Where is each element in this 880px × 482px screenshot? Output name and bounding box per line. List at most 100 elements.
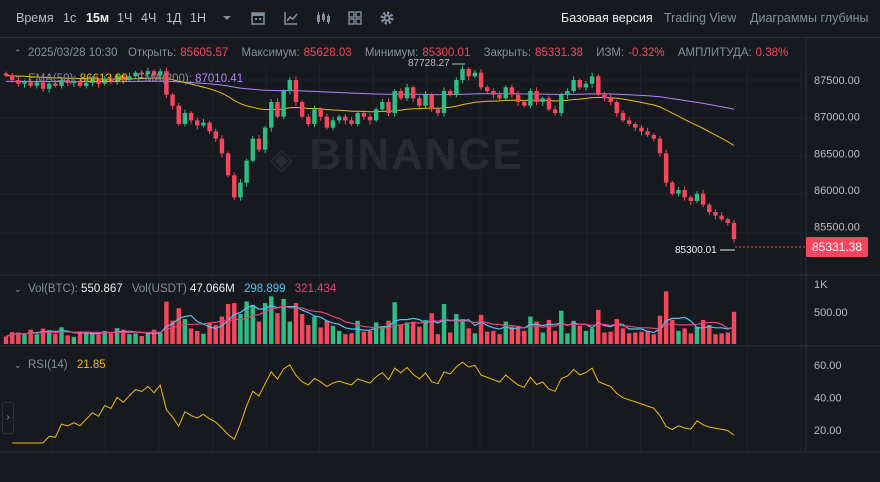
price-axis-label: 86500.00: [814, 148, 860, 160]
interval-1w[interactable]: 1Н: [190, 11, 206, 25]
candle-body: [608, 98, 613, 102]
amplitude-value: 0.38%: [755, 47, 789, 59]
view-basic[interactable]: Базовая версия: [561, 11, 653, 25]
volume-bar: [441, 303, 447, 344]
rsi-axis-label: 60.00: [814, 360, 842, 372]
volume-bar: [491, 330, 496, 344]
candle-body: [670, 182, 675, 194]
volume-chevron-icon[interactable]: ⌄: [14, 284, 22, 294]
volume-bar: [670, 319, 675, 344]
candle-body: [207, 122, 212, 132]
candle-body: [139, 72, 144, 75]
candle-body: [219, 138, 225, 154]
volume-bar: [596, 309, 601, 344]
volume-bar: [454, 314, 459, 344]
open-value: 85605.57: [180, 47, 229, 59]
rsi-label: RSI(14): [28, 359, 68, 371]
candle-body: [34, 82, 40, 86]
vol-ma1-path: [5, 304, 735, 338]
calendar-icon[interactable]: [250, 10, 266, 26]
candle-body: [688, 197, 694, 201]
volume-bar: [102, 331, 107, 344]
candle-body: [731, 223, 737, 240]
price-axis-label: 87500.00: [814, 75, 860, 87]
volume-bar: [9, 332, 15, 344]
candle-body: [65, 80, 70, 83]
open-label: Открыть:: [127, 47, 177, 59]
price-chart[interactable]: 87500.00 87000.00 86500.00 86000.00 85500.00…: [0, 38, 880, 454]
volume-bar: [133, 333, 138, 344]
volume-bar: [589, 328, 595, 344]
ema-chevron-icon[interactable]: ⌃: [14, 74, 22, 84]
interval-1d[interactable]: 1Д: [166, 11, 182, 25]
rsi-legend: ⌄ RSI(14) 21.85: [14, 359, 106, 371]
grid-layout-icon[interactable]: [347, 10, 363, 26]
chart-type-candles-icon[interactable]: [315, 10, 331, 26]
time-label[interactable]: Время: [16, 11, 54, 25]
candle-body: [244, 160, 249, 183]
volume-bar: [392, 302, 397, 344]
indicator-icon[interactable]: [283, 10, 299, 26]
candle-body: [232, 175, 237, 198]
low-label: Минимум:: [364, 47, 419, 59]
collapse-chevron-icon[interactable]: ⌃: [14, 48, 22, 58]
candle-body: [306, 116, 311, 124]
low-value: 85300.01: [422, 47, 471, 59]
candle-body: [343, 116, 348, 121]
close-value: 85331.38: [535, 47, 584, 59]
interval-15m[interactable]: 15м: [86, 11, 110, 25]
interval-1h[interactable]: 1Ч: [117, 11, 133, 25]
volume-bar: [219, 316, 225, 344]
view-tradingview[interactable]: Trading View: [664, 11, 737, 25]
volume-bar: [620, 328, 626, 344]
ema200-label: EMA(200):: [136, 73, 192, 85]
candle-body: [293, 80, 299, 102]
candle-body: [707, 204, 712, 212]
volume-bar: [522, 330, 527, 344]
candle-body: [719, 215, 724, 220]
caret-down-icon[interactable]: [219, 10, 235, 26]
vol-ma2-value: 321.434: [294, 283, 337, 295]
low-marker-label: 85300.01: [675, 245, 717, 256]
volume-bar: [16, 332, 21, 344]
candle-body: [651, 135, 656, 139]
expand-panel-handle[interactable]: ›: [2, 402, 14, 434]
interval-4h[interactable]: 4Ч: [141, 11, 157, 25]
vol-ma1-value: 298.899: [243, 283, 286, 295]
volume-bar: [201, 333, 206, 344]
volume-bar: [53, 334, 58, 344]
settings-gear-icon[interactable]: [379, 10, 395, 26]
ema50-path: [5, 75, 735, 146]
volume-bar: [515, 325, 521, 344]
volume-bar: [182, 319, 188, 344]
candle-body: [645, 131, 650, 135]
candle-body: [46, 83, 52, 89]
interval-1s[interactable]: 1с: [63, 11, 77, 25]
candle-body: [318, 109, 323, 117]
candle-body: [522, 102, 527, 106]
rsi-chevron-icon[interactable]: ⌄: [14, 360, 22, 370]
volume-bar: [139, 336, 144, 344]
vol-usdt-value: 47.066M: [189, 283, 235, 295]
volume-bar: [127, 334, 132, 344]
volume-bar: [565, 333, 570, 344]
volume-bar: [275, 313, 280, 344]
volume-bar: [77, 331, 83, 344]
candle-body: [182, 113, 188, 124]
volume-bar: [145, 332, 151, 344]
candle-body: [633, 124, 638, 128]
candle-body: [28, 81, 33, 86]
candle-body: [410, 87, 416, 99]
rsi-path: [12, 361, 735, 444]
volume-bar: [367, 330, 373, 344]
view-depth-chart[interactable]: Диаграммы глубины: [750, 11, 869, 25]
ohlc-legend: ⌃ 2025/03/28 10:30 Открыть: 85605.57 Макси…: [14, 47, 798, 59]
volume-bar: [318, 327, 323, 344]
candle-body: [238, 182, 243, 198]
volume-bar: [349, 333, 354, 344]
volume-bar: [559, 310, 564, 344]
candle-body: [158, 71, 163, 76]
volume-bar: [577, 325, 582, 344]
high-value: 85628.03: [303, 47, 352, 59]
ema200-value: 87010.41: [195, 73, 244, 85]
